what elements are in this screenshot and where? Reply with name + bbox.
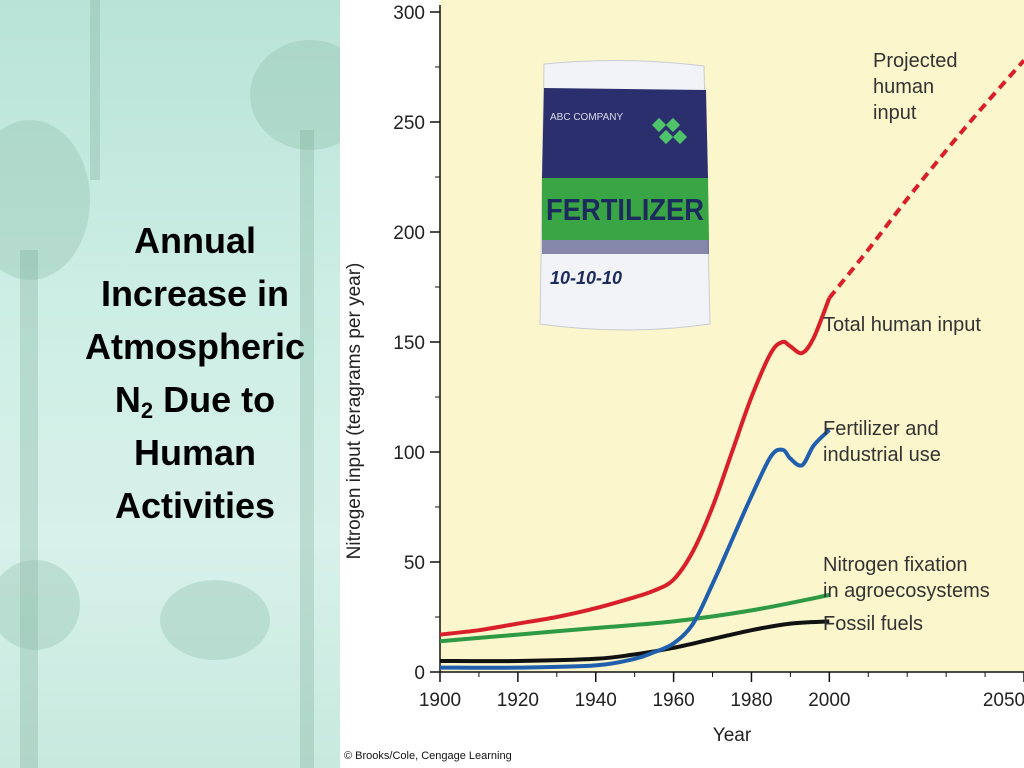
title-line: N <box>114 379 141 420</box>
y-axis-label: Nitrogen input (teragrams per year) <box>344 263 365 560</box>
series-fertilizer-industrial-line <box>439 428 831 670</box>
label-fertilizer-industrial-use: Fertilizer and <box>823 418 939 440</box>
y-tick-label: 300 <box>393 3 425 24</box>
y-tick-label: 50 <box>404 553 425 574</box>
plot-background <box>440 0 1024 672</box>
logo-icon <box>651 117 688 145</box>
label-nitrogen-fixation: in agroecosystems <box>823 580 990 602</box>
x-tick-label: 1940 <box>575 690 617 711</box>
tree-shape <box>250 40 340 150</box>
x-tick-label: 1960 <box>652 690 694 711</box>
x-tick-label: 1900 <box>419 690 461 711</box>
label-fertilizer-industrial-use: industrial use <box>823 444 941 466</box>
title-subscript: 2 <box>140 398 154 423</box>
bag-company: ABC COMPANY <box>550 112 623 123</box>
tree-trunk <box>20 250 38 768</box>
label-fossil-fuels: Fossil fuels <box>823 613 923 635</box>
series-projected-human-input-line <box>827 59 1024 300</box>
label-projected-human-input: human <box>873 76 934 98</box>
tree-shape <box>0 560 80 650</box>
x-tick-label: 1920 <box>497 690 539 711</box>
y-tick-label: 200 <box>393 223 425 244</box>
series-nitrogen-fixation-line <box>439 593 830 644</box>
title-line: Human <box>133 432 256 473</box>
credit-text: © Brooks/Cole, Cengage Learning <box>344 750 512 762</box>
x-axis-label: Year <box>713 725 752 746</box>
label-projected-human-input: Projected <box>873 50 958 72</box>
tree-shape <box>160 580 270 660</box>
y-tick-label: 250 <box>393 113 425 134</box>
label-nitrogen-fixation: Nitrogen fixation <box>823 554 968 576</box>
bag-product: FERTILIZER <box>546 192 704 227</box>
series-total-human-input-line <box>439 297 832 637</box>
fertilizer-bag-image: ABC COMPANY FERTILIZER 10-10-10 <box>539 59 711 331</box>
x-tick-label: 2000 <box>808 690 850 711</box>
tree-trunk <box>90 0 100 180</box>
y-tick-label: 150 <box>393 333 425 354</box>
y-tick-label: 0 <box>414 663 425 684</box>
y-tick-label: 100 <box>393 443 425 464</box>
nitrogen-chart: 0 50 100 150 200 250 300 Nitrogen input (teragr… <box>344 0 1024 746</box>
x-tick-label: 1980 <box>730 690 772 711</box>
series-fossil-fuels-line <box>439 619 830 664</box>
title-line: Annual <box>134 220 256 261</box>
tree-trunk <box>300 130 314 768</box>
bag-ratio: 10-10-10 <box>550 268 622 288</box>
x-tick-label: 2050 <box>983 690 1024 711</box>
label-projected-human-input: input <box>873 102 917 124</box>
slide-title: Annual Increase in Atmospheric N2 Due to… <box>60 214 330 532</box>
title-line: Increase in <box>100 273 290 314</box>
title-line: Due to <box>153 379 276 420</box>
title-line: Atmospheric <box>84 326 306 367</box>
label-total-human-input: Total human input <box>823 314 981 336</box>
chart-panel: 0 50 100 150 200 250 300 Nitrogen input (teragr… <box>340 0 1024 768</box>
background-panel: Annual Increase in Atmospheric N2 Due to… <box>0 0 340 768</box>
title-line: Activities <box>114 485 276 526</box>
